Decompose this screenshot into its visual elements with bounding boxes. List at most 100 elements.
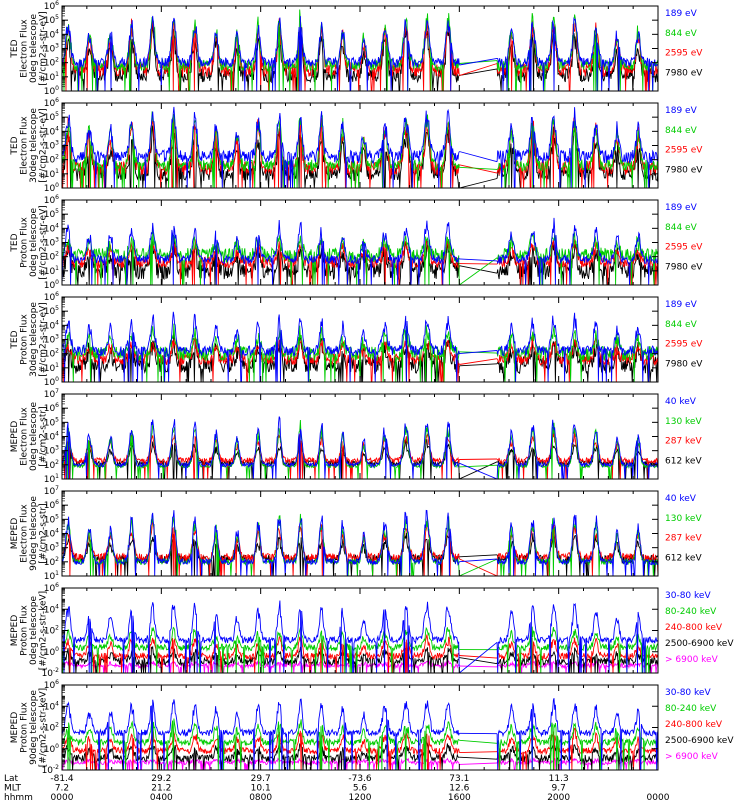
- series-line: [62, 111, 460, 188]
- series-line: [496, 744, 658, 770]
- time-row-value: 5.6: [353, 784, 368, 794]
- ylabel-line: 30deg telescope: [29, 302, 39, 377]
- panel-ylabel: MEPEDElectron Flux0deg telescope[#/cm2-s…: [10, 402, 49, 472]
- ylabel-line: [#/cm2-s-str-eV]: [38, 108, 48, 183]
- series-8-5: [62, 698, 658, 770]
- legend-entry: 2595 eV: [665, 243, 703, 253]
- series-line: [496, 626, 658, 673]
- legend-entry: 844 eV: [665, 126, 698, 136]
- ylabel-line: 0deg telescope: [29, 208, 39, 278]
- ylabel-line: MEPED: [10, 615, 20, 647]
- time-row-label: MLT: [4, 784, 22, 794]
- series-line: [496, 326, 658, 382]
- panel-3-plot: [62, 217, 658, 285]
- ylabel-line: Proton Flux: [19, 605, 29, 656]
- gap-connector: [459, 464, 498, 468]
- legend-entry: 40 keV: [665, 397, 697, 407]
- legend-entry: 30-80 keV: [665, 688, 711, 698]
- series-8-4: [62, 718, 658, 770]
- series-line: [496, 514, 658, 576]
- legend-entry: 7980 eV: [665, 262, 703, 272]
- series-line: [62, 416, 460, 479]
- time-row-value: 73.1: [449, 774, 469, 784]
- gap-connector: [459, 358, 498, 365]
- series-line: [62, 219, 460, 285]
- series-line: [62, 600, 460, 673]
- gap-connector: [459, 462, 498, 479]
- series-2-4: [62, 106, 658, 188]
- ylabel-line: TED: [10, 330, 20, 349]
- time-row-value: 0000: [51, 793, 74, 800]
- ylabel-line: Proton Flux: [19, 314, 29, 365]
- legend-entry: 612 keV: [665, 456, 702, 466]
- series-line: [496, 721, 658, 770]
- legend-entry: 189 eV: [665, 106, 698, 116]
- time-row-value: 7.2: [55, 784, 69, 794]
- panel-ylabel: TEDElectron Flux0deg telescope[#/cm2-s-s…: [10, 11, 49, 86]
- panel-7-plot: [62, 600, 658, 673]
- series-line: [496, 637, 658, 673]
- ylabel-line: MEPED: [10, 712, 20, 744]
- legend-entry: 2595 eV: [665, 340, 703, 350]
- ylabel-line: Electron Flux: [19, 504, 29, 563]
- series-line: [62, 756, 460, 770]
- y-tick-label: 100: [44, 376, 59, 388]
- series-line: [496, 217, 658, 285]
- time-row-value: 9.7: [552, 784, 566, 794]
- ylabel-line: Proton Flux: [19, 217, 29, 268]
- legend-entry: 240-800 keV: [665, 720, 723, 730]
- series-line: [62, 311, 460, 382]
- legend-entry: 130 keV: [665, 514, 702, 524]
- panel-8-plot: [62, 698, 658, 770]
- series-line: [62, 15, 460, 91]
- series-line: [496, 602, 658, 673]
- ylabel-line: [#/cm2-s-str-eV]: [38, 205, 48, 280]
- y-tick-label: 101: [44, 570, 59, 582]
- gap-connector: [459, 265, 498, 274]
- panel-4-plot: [62, 311, 658, 382]
- legend-entry: 80-240 keV: [665, 607, 717, 617]
- gap-connector: [459, 258, 498, 262]
- gap-connector: [459, 458, 498, 460]
- legend-entry: 2500-6900 keV: [665, 736, 734, 746]
- gap-connector: [459, 762, 498, 765]
- series-4-4: [62, 311, 658, 382]
- time-row-value: 29.7: [251, 774, 271, 784]
- gap-connector: [459, 665, 498, 668]
- y-tick-label: 107: [44, 388, 59, 400]
- legend-entry: 2595 eV: [665, 146, 703, 156]
- ylabel-line: Electron Flux: [19, 116, 29, 175]
- series-line: [62, 739, 460, 770]
- series-line: [496, 647, 658, 673]
- gap-connector: [459, 363, 498, 367]
- panel-ylabel: TEDElectron Flux30deg telescope[#/cm2-s-…: [10, 108, 49, 183]
- gap-connector: [459, 263, 498, 265]
- panel-1-plot: [62, 9, 658, 91]
- time-row-value: 0000: [647, 793, 670, 800]
- series-line: [497, 17, 658, 91]
- legend-entry: 80-240 keV: [665, 704, 717, 714]
- ylabel-line: 0deg telescope: [29, 402, 39, 472]
- time-axis-labels: Lat -81.4 29.2 29.7 -73.6 73.1 11.3 MLT 7.2 21.2 1…: [4, 774, 670, 800]
- legend-entry: 2500-6900 keV: [665, 639, 734, 649]
- series-6-2: [62, 519, 658, 576]
- ylabel-line: [#/cm2-s-str-eV]: [38, 11, 48, 86]
- series-1-4: [62, 15, 658, 91]
- y-tick-label: 100: [44, 85, 59, 97]
- series-line: [62, 698, 460, 770]
- gap-connector: [459, 554, 498, 558]
- legend-entry: 612 keV: [665, 553, 702, 563]
- ylabel-line: Electron Flux: [19, 407, 29, 466]
- gap-connector: [459, 558, 498, 576]
- panel-ylabel: MEPEDElectron Flux90deg telescope[#/cm2-…: [10, 496, 49, 571]
- ylabel-line: [#/cm2-s-str-eV]: [38, 302, 48, 377]
- y-tick-label: 100: [44, 279, 59, 291]
- panel-ylabel: MEPEDProton Flux90deg telescope[#/cm2-s-…: [10, 688, 49, 767]
- ylabel-line: 0deg telescope: [29, 14, 39, 84]
